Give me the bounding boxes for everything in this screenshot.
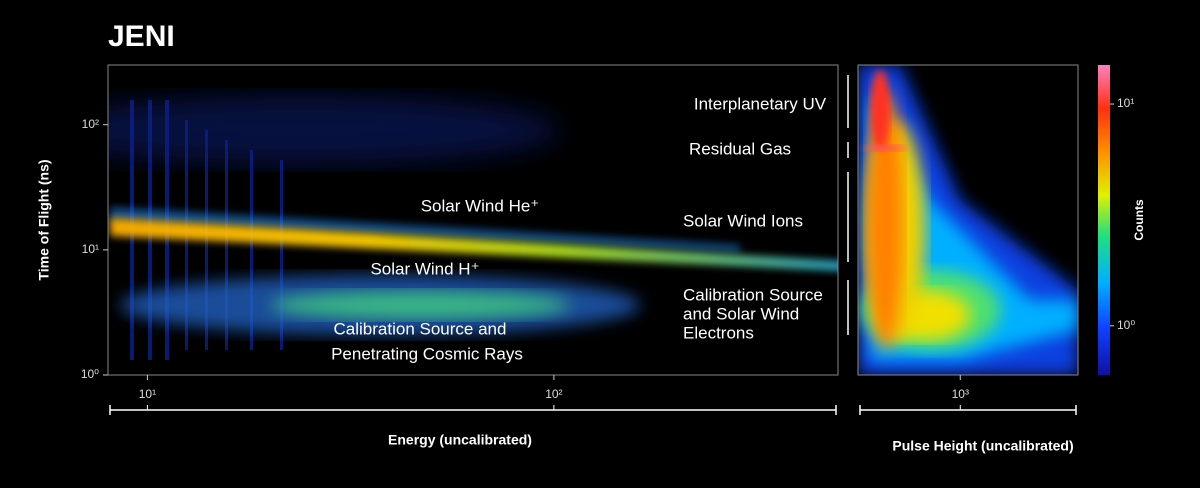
annotation: Calibration Source and — [334, 319, 507, 338]
x-axis-label: Energy (uncalibrated) — [388, 432, 532, 448]
annotation: and Solar Wind — [683, 304, 799, 323]
colorbar-tick-label: 10¹ — [1117, 96, 1134, 110]
density-right — [858, 65, 1078, 375]
colorbar — [1098, 65, 1110, 375]
annotation: Interplanetary UV — [694, 94, 827, 113]
chart-title: JENI — [108, 20, 175, 53]
y-axis-label: Time of Flight (ns) — [36, 159, 52, 280]
x-tick-label: 10³ — [952, 387, 969, 401]
x-axis-label: Pulse Height (uncalibrated) — [892, 438, 1073, 454]
colorbar-label: Counts — [1132, 199, 1146, 241]
plot-frame — [107, 64, 839, 376]
y-tick-label: 10² — [82, 117, 99, 131]
annotation: Solar Wind He⁺ — [421, 196, 540, 215]
annotation: Solar Wind Ions — [683, 211, 803, 230]
x-tick-label: 10¹ — [139, 387, 156, 401]
annotation: Residual Gas — [689, 139, 791, 158]
density-left — [108, 65, 838, 375]
x-tick-label: 10² — [545, 387, 562, 401]
annotation: Solar Wind H⁺ — [370, 259, 479, 278]
annotation: Electrons — [683, 323, 754, 342]
annotation: Calibration Source — [683, 285, 823, 304]
plot-frame — [857, 64, 1079, 376]
y-tick-label: 10¹ — [82, 242, 99, 256]
annotation: Penetrating Cosmic Rays — [331, 344, 523, 363]
y-tick-label: 10⁰ — [81, 367, 99, 381]
colorbar-tick-label: 10⁰ — [1117, 318, 1135, 332]
